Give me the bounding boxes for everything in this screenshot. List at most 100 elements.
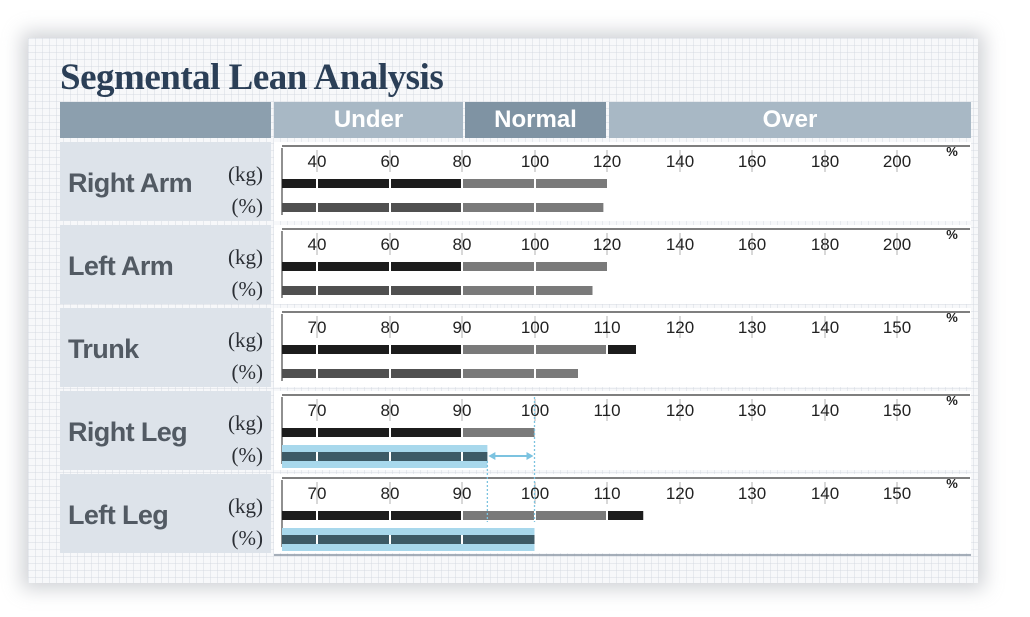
bar-separator [606,511,608,520]
difference-arrow-head [526,452,534,460]
unit-pct-label: (%) [231,526,263,550]
pct-bar [462,203,604,212]
unit-pct-label: (%) [231,360,263,384]
bar-separator [389,286,391,295]
tick-label: 110 [593,401,620,420]
segment-name: Right Arm [68,168,193,198]
tick-label: 200 [883,235,911,254]
bar-separator [316,428,318,437]
tick-label: 140 [811,484,839,503]
bar-separator [534,286,536,295]
unit-pct-label: (%) [231,443,263,467]
tick-label: 70 [308,318,327,337]
page-title: Segmental Lean Analysis [60,57,444,98]
bar-separator [389,262,391,271]
bar-separator [461,345,463,354]
tick-label: 200 [883,152,911,171]
tick-label: 150 [883,484,911,503]
bar-separator [534,203,536,212]
bar-separator [534,511,536,520]
segment-label-right-leg: Right Leg (kg) (%) [60,391,271,470]
tick-label: 100 [521,235,549,254]
unit-kg-label: (kg) [228,328,263,352]
kg-bar [462,428,535,437]
pct-bar [282,452,488,461]
bar-separator [316,345,318,354]
bar-separator [389,369,391,378]
segment-label-left-leg: Left Leg (kg) (%) [60,474,271,553]
bar-separator [316,286,318,295]
bar-separator [316,511,318,520]
segment-name: Left Arm [68,251,174,281]
tick-label: 160 [738,235,766,254]
tick-label: 120 [666,484,694,503]
bar-separator [461,203,463,212]
tick-label: 100 [521,318,549,337]
kg-bar [282,262,462,271]
tick-label: 60 [381,235,400,254]
bar-separator [389,535,391,544]
bar-separator [461,428,463,437]
tick-label: 80 [453,152,472,171]
bar-separator [316,452,318,461]
header-under: Under [274,102,463,138]
bar-separator [389,511,391,520]
bar-separator [389,428,391,437]
segment-label-right-arm: Right Arm (kg) (%) [60,142,271,221]
tick-label: 140 [811,318,839,337]
unit-pct-label: (%) [231,194,263,218]
tick-label: 90 [453,318,472,337]
pct-bar [282,203,462,212]
bar-separator [389,179,391,188]
unit-kg-label: (kg) [228,245,263,269]
percent-symbol: % [946,476,958,491]
percent-symbol: % [946,144,958,159]
tick-label: 110 [593,318,620,337]
tick-label: 150 [883,401,911,420]
bar-separator [461,452,463,461]
kg-bar [607,511,644,520]
bar-separator [461,179,463,188]
tick-label: 130 [738,318,766,337]
segment-name: Trunk [68,334,139,364]
tick-label: 120 [593,152,621,171]
percent-symbol: % [946,227,958,242]
header-normal: Normal [465,102,606,138]
tick-label: 150 [883,318,911,337]
unit-kg-label: (kg) [228,411,263,435]
tick-label: 70 [308,401,327,420]
segment-label-left-arm: Left Arm (kg) (%) [60,225,271,304]
bar-separator [461,262,463,271]
bar-separator [534,369,536,378]
tick-label: 60 [381,152,400,171]
tick-label: 130 [738,401,766,420]
bar-separator [316,262,318,271]
bar-separator [534,179,536,188]
bar-separator [316,203,318,212]
percent-symbol: % [946,310,958,325]
tick-label: 140 [666,235,694,254]
tick-label: 130 [738,484,766,503]
kg-bar [282,179,462,188]
tick-label: 40 [308,152,327,171]
tick-label: 100 [521,152,549,171]
segment-name: Right Leg [68,417,188,447]
bar-separator [389,203,391,212]
tick-label: 80 [381,401,400,420]
bar-separator [461,511,463,520]
bar-separator [461,286,463,295]
tick-label: 90 [453,401,472,420]
bar-separator [316,179,318,188]
bar-separator [534,262,536,271]
kg-bar [282,345,462,354]
pct-bar [282,535,535,544]
bar-separator [316,369,318,378]
tick-label: 140 [811,401,839,420]
kg-bar [282,511,462,520]
bar-separator [389,452,391,461]
bar-separator [606,345,608,354]
bar-separator [389,345,391,354]
bar-separator [461,535,463,544]
bar-separator [534,345,536,354]
tick-label: 80 [381,484,400,503]
